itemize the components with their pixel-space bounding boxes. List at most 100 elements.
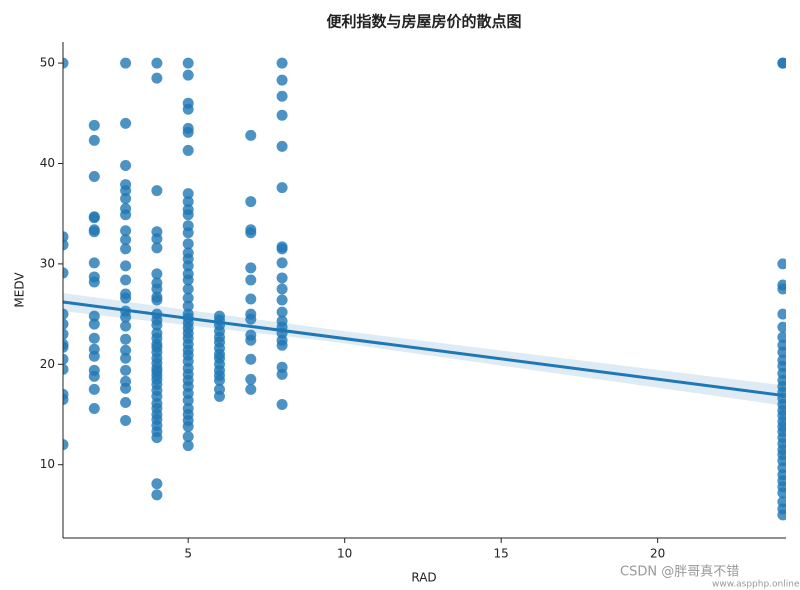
- point: [777, 258, 786, 270]
- watermark: CSDN @胖哥真不错: [620, 565, 739, 580]
- regression-line: [62, 300, 784, 397]
- point: [151, 185, 163, 197]
- point: [63, 353, 69, 365]
- point: [182, 209, 194, 221]
- point: [276, 74, 288, 86]
- point: [120, 234, 132, 246]
- point: [88, 212, 100, 224]
- point: [245, 227, 257, 239]
- point: [88, 276, 100, 288]
- point: [276, 294, 288, 306]
- point: [245, 196, 257, 208]
- point: [120, 415, 132, 427]
- point: [63, 57, 69, 69]
- point: [120, 311, 132, 323]
- watermark: www.aspphp.online: [712, 580, 800, 590]
- point: [182, 227, 194, 239]
- point: [182, 274, 194, 286]
- point: [276, 90, 288, 102]
- y-tick-label: 10: [40, 457, 55, 471]
- point: [182, 394, 194, 406]
- point: [120, 344, 132, 356]
- point: [182, 431, 194, 443]
- point: [777, 509, 786, 521]
- point: [182, 196, 194, 208]
- point: [120, 159, 132, 171]
- point: [777, 308, 786, 320]
- point: [182, 421, 194, 433]
- point: [63, 439, 69, 451]
- point: [120, 185, 132, 197]
- point: [63, 239, 69, 251]
- point: [63, 341, 69, 353]
- point: [777, 283, 786, 295]
- point: [245, 274, 257, 286]
- point: [120, 260, 132, 272]
- point: [120, 364, 132, 376]
- x-tick-label: 5: [184, 547, 192, 561]
- point: [88, 310, 100, 322]
- y-tick-label: 30: [40, 256, 55, 270]
- x-axis-label: RAD: [411, 571, 436, 585]
- point: [120, 333, 132, 345]
- point: [182, 126, 194, 138]
- point: [276, 368, 288, 380]
- point: [777, 57, 786, 69]
- point: [120, 117, 132, 129]
- point: [182, 188, 194, 200]
- point: [63, 363, 69, 375]
- y-tick-label: 50: [40, 56, 55, 70]
- point: [151, 242, 163, 254]
- point: [88, 370, 100, 382]
- point: [245, 129, 257, 141]
- point: [120, 382, 132, 394]
- point: [120, 292, 132, 304]
- point: [88, 119, 100, 131]
- point: [276, 57, 288, 69]
- x-tick-label: 15: [494, 547, 509, 561]
- point: [777, 321, 786, 333]
- point: [182, 57, 194, 69]
- point: [88, 383, 100, 395]
- point: [151, 57, 163, 69]
- y-axis-label: MEDV: [13, 272, 27, 308]
- y-tick-label: 40: [40, 156, 55, 170]
- point: [213, 390, 225, 402]
- point: [120, 225, 132, 237]
- point: [245, 313, 257, 325]
- point: [151, 72, 163, 84]
- point: [120, 320, 132, 332]
- chart-title: 便利指数与房屋房价的散点图: [326, 13, 521, 31]
- x-tick-label: 20: [650, 547, 665, 561]
- point: [63, 318, 69, 330]
- point: [276, 109, 288, 121]
- point: [63, 267, 69, 279]
- point: [777, 487, 786, 499]
- point: [245, 262, 257, 274]
- point: [151, 478, 163, 490]
- point: [276, 140, 288, 152]
- point: [182, 238, 194, 250]
- point: [245, 353, 257, 365]
- point: [120, 352, 132, 364]
- point: [63, 328, 69, 340]
- point: [88, 318, 100, 330]
- point: [88, 350, 100, 362]
- point: [245, 334, 257, 346]
- point: [120, 396, 132, 408]
- y-tick-label: 20: [40, 357, 55, 371]
- point: [120, 209, 132, 221]
- point: [276, 243, 288, 255]
- point: [276, 257, 288, 269]
- point: [182, 260, 194, 272]
- point: [151, 233, 163, 245]
- point: [88, 257, 100, 269]
- point: [276, 272, 288, 284]
- point: [88, 171, 100, 183]
- point: [151, 319, 163, 331]
- point: [182, 103, 194, 115]
- point: [88, 402, 100, 414]
- point: [88, 134, 100, 146]
- point: [182, 144, 194, 156]
- point: [151, 283, 163, 295]
